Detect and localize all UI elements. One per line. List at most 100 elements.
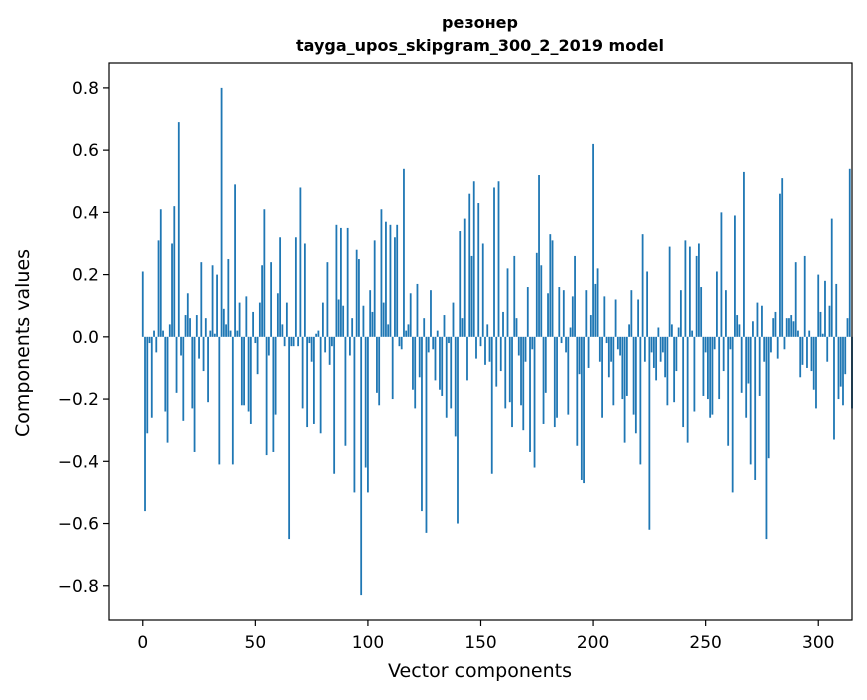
bar bbox=[542, 336, 545, 424]
bar bbox=[643, 336, 646, 362]
bar bbox=[231, 336, 234, 465]
y-tick-label: 0.2 bbox=[72, 266, 99, 286]
bar bbox=[182, 336, 185, 421]
bar bbox=[236, 330, 239, 337]
bar bbox=[589, 315, 592, 337]
bar bbox=[297, 336, 300, 347]
bar bbox=[839, 336, 842, 387]
bar bbox=[164, 336, 167, 412]
bar bbox=[281, 324, 284, 337]
bar bbox=[157, 240, 160, 337]
bar bbox=[634, 336, 637, 434]
y-axis-label: Components values bbox=[12, 249, 34, 437]
bar bbox=[479, 336, 482, 347]
bar bbox=[605, 336, 608, 344]
bar bbox=[506, 268, 509, 337]
bar bbox=[391, 336, 394, 400]
bar bbox=[684, 240, 687, 337]
bar bbox=[817, 274, 820, 337]
bar bbox=[738, 324, 741, 337]
bar bbox=[189, 318, 191, 337]
bar bbox=[319, 336, 322, 434]
bar bbox=[351, 318, 354, 337]
bar bbox=[842, 336, 844, 406]
bar bbox=[218, 336, 221, 465]
bar bbox=[704, 336, 707, 353]
bar bbox=[776, 336, 779, 359]
y-tick-label: −0.2 bbox=[58, 390, 99, 410]
bar bbox=[747, 336, 750, 384]
bar bbox=[405, 330, 408, 337]
bar bbox=[673, 336, 676, 403]
bar bbox=[594, 283, 597, 337]
bar bbox=[409, 293, 412, 337]
bar bbox=[421, 336, 423, 512]
bar bbox=[155, 336, 158, 353]
bar bbox=[734, 215, 736, 337]
bar bbox=[686, 336, 689, 443]
bar bbox=[306, 336, 309, 428]
x-tick-label: 200 bbox=[577, 633, 609, 653]
bar bbox=[150, 336, 153, 418]
bar bbox=[758, 336, 761, 396]
bar bbox=[166, 336, 169, 443]
bar bbox=[707, 336, 709, 400]
bar bbox=[315, 333, 318, 337]
bar bbox=[497, 181, 500, 337]
bar bbox=[457, 336, 459, 524]
bar bbox=[538, 175, 540, 337]
bar bbox=[675, 336, 678, 372]
bar bbox=[427, 336, 430, 353]
bar bbox=[209, 330, 212, 337]
bar bbox=[186, 293, 189, 337]
bar bbox=[794, 262, 797, 337]
bar bbox=[344, 336, 347, 446]
bar bbox=[432, 336, 435, 350]
bar bbox=[220, 87, 223, 337]
bar bbox=[463, 218, 466, 337]
bar bbox=[261, 265, 263, 337]
bar bbox=[310, 336, 313, 362]
bar bbox=[495, 336, 498, 387]
bar bbox=[382, 302, 385, 337]
bar bbox=[439, 336, 441, 390]
bar bbox=[202, 336, 205, 372]
bar bbox=[761, 305, 763, 337]
bar bbox=[765, 336, 768, 540]
bar bbox=[369, 290, 372, 337]
plot-frame bbox=[108, 62, 853, 621]
bar bbox=[576, 336, 579, 446]
bar bbox=[547, 293, 549, 337]
bar bbox=[688, 246, 691, 337]
bar bbox=[646, 271, 649, 337]
bar bbox=[184, 315, 187, 337]
bar bbox=[781, 178, 784, 337]
bar bbox=[398, 336, 401, 347]
bar bbox=[328, 336, 331, 365]
bar bbox=[265, 336, 268, 456]
bar bbox=[826, 336, 829, 362]
bar bbox=[168, 324, 171, 337]
bar bbox=[477, 203, 480, 337]
bar bbox=[520, 336, 522, 406]
bar bbox=[272, 336, 275, 452]
bar bbox=[256, 336, 259, 375]
bar bbox=[407, 324, 410, 337]
bar bbox=[783, 336, 786, 350]
bar bbox=[616, 336, 619, 350]
bar bbox=[824, 280, 826, 337]
bar bbox=[574, 255, 576, 337]
bar bbox=[376, 336, 378, 393]
bar bbox=[276, 293, 279, 337]
x-tick-label: 250 bbox=[689, 633, 721, 653]
bar bbox=[553, 336, 556, 428]
bar bbox=[490, 336, 493, 474]
bar bbox=[754, 336, 757, 480]
bar bbox=[324, 336, 327, 353]
bar bbox=[342, 305, 345, 337]
bar bbox=[743, 171, 745, 337]
bar bbox=[414, 336, 417, 409]
y-tick-label: −0.8 bbox=[58, 577, 99, 597]
bar bbox=[720, 212, 723, 337]
bar bbox=[470, 255, 473, 337]
